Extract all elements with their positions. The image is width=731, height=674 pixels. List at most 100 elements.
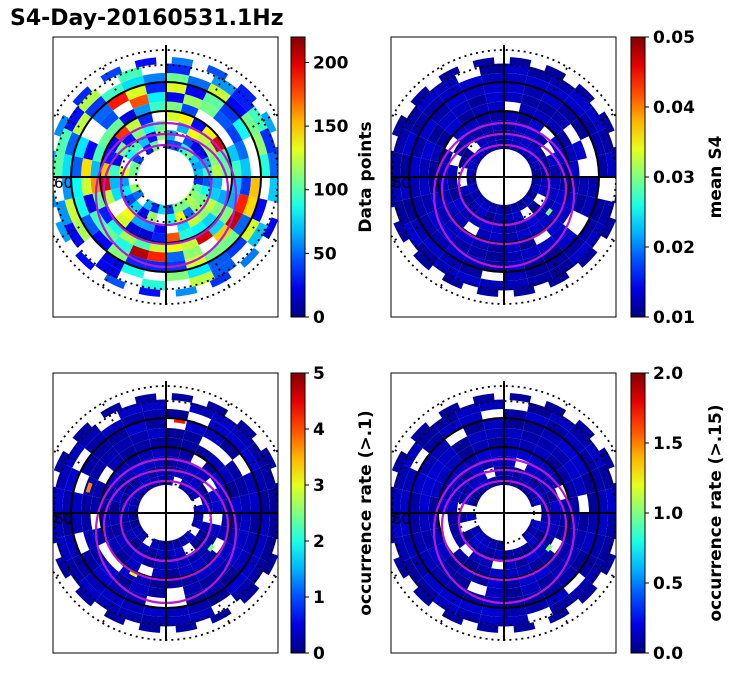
panel-content: 60 <box>53 381 278 643</box>
heatmap-cell <box>427 124 445 145</box>
heatmap-cell <box>433 594 459 616</box>
heatmap-cell <box>504 92 523 104</box>
heatmap-cell <box>106 135 122 153</box>
heatmap-cell <box>613 146 616 163</box>
heatmap-cell <box>458 411 483 428</box>
heatmap-cell <box>63 106 85 132</box>
heatmap-cell <box>251 467 268 492</box>
heatmap-cell <box>545 554 564 573</box>
heatmap-cell <box>147 586 166 598</box>
heatmap-cell <box>144 418 166 431</box>
heatmap-cell <box>55 127 73 154</box>
colorbar-tick-label: 0.04 <box>653 98 695 118</box>
grid-spoke-dotted <box>215 599 232 627</box>
heatmap-cell <box>509 393 532 403</box>
heatmap-cells <box>391 57 616 297</box>
heatmap-cell <box>184 420 208 437</box>
heatmap-cell <box>166 568 181 580</box>
heatmap-cell <box>452 212 469 229</box>
heatmap-cell <box>458 492 471 505</box>
grid-spoke-dotted <box>553 399 570 427</box>
heatmap-cell <box>129 581 150 596</box>
heatmap-cell <box>391 486 394 508</box>
heatmap-cell <box>129 536 143 550</box>
polar-panel-1: 60 0 50 100 150 200 Data points <box>52 36 376 328</box>
heatmap-cell <box>194 564 214 582</box>
heatmap-cell <box>136 530 149 543</box>
heatmap-cell <box>239 448 260 472</box>
heatmap-cell <box>577 112 598 136</box>
heatmap-cell <box>391 114 408 137</box>
heatmap-cell <box>72 422 93 443</box>
heatmap-cell <box>207 250 231 271</box>
heatmap-cells <box>391 393 616 633</box>
heatmap-cell <box>239 218 260 242</box>
heatmap-cell <box>110 152 124 167</box>
heatmap-cell <box>447 500 459 513</box>
heatmap-cell <box>124 453 142 469</box>
heatmap-cell <box>521 194 534 207</box>
heatmap-cell <box>72 554 93 578</box>
heatmap-cell <box>402 534 419 559</box>
grid-spoke-dotted <box>590 447 616 464</box>
heatmap-cell <box>187 262 212 279</box>
polar-panel-4: 60 0.0 0.5 1.0 1.5 2.0 occurrence rate (>.15) <box>390 364 726 664</box>
heatmap-cell <box>118 228 138 246</box>
heatmap-cell <box>528 557 546 573</box>
heatmap-cell <box>100 402 123 419</box>
heatmap-cell <box>247 558 269 584</box>
heatmap-cell <box>451 100 472 118</box>
heatmap-cell <box>202 197 217 213</box>
colorbar <box>290 36 306 318</box>
heatmap-cell <box>242 471 259 495</box>
heatmap-cell <box>393 200 411 227</box>
heatmap-cell <box>418 213 438 236</box>
colorbar-tick-label: 3 <box>313 476 325 496</box>
heatmap-cell <box>120 75 145 92</box>
heatmap-cell <box>191 160 203 171</box>
heatmap-cell <box>262 217 278 240</box>
heatmap-cell <box>433 74 459 96</box>
heatmap-cell <box>545 586 569 607</box>
heatmap-cell <box>520 245 541 260</box>
heatmap-cell <box>239 247 260 268</box>
heatmap-cell <box>529 496 541 507</box>
heatmap-cell <box>562 235 586 259</box>
heatmap-cell <box>555 205 573 225</box>
heatmap-cell <box>415 241 440 266</box>
heatmap-cell <box>129 476 143 490</box>
heatmap-cell <box>545 250 569 271</box>
colorbar-tick-label: 2 <box>313 532 325 552</box>
grid-spoke-dotted <box>438 599 455 627</box>
heatmap-cell <box>427 460 445 481</box>
heatmap-cell <box>211 500 223 513</box>
heatmap-cell <box>239 583 260 604</box>
heatmap-cell <box>585 222 607 248</box>
heatmap-cell <box>439 586 463 607</box>
heatmap-cell <box>536 100 557 118</box>
heatmap-cell <box>147 92 166 104</box>
heatmap-cell <box>485 250 504 262</box>
heatmap-cell <box>195 132 211 148</box>
heatmap-cell <box>138 287 161 297</box>
heatmap-cell <box>211 74 237 96</box>
colorbar-tick-label: 1.5 <box>653 434 683 454</box>
colorbar <box>290 372 306 654</box>
heatmap-cell <box>107 243 130 263</box>
heatmap-cell <box>113 436 134 454</box>
grid-spoke-dotted <box>391 226 418 243</box>
heatmap-cell <box>568 577 593 602</box>
colorbar-label: occurrence rate (>.15) <box>706 404 726 621</box>
heatmap-cell <box>232 118 252 141</box>
colorbar-tick-label: 200 <box>313 53 349 73</box>
heatmap-cell <box>549 500 561 513</box>
heatmap-cell <box>81 494 93 513</box>
heatmap-cell <box>487 437 504 449</box>
heatmap-cell <box>121 542 137 558</box>
heatmap-cell <box>430 439 452 461</box>
heatmap-cell <box>106 218 125 237</box>
heatmap-cell <box>124 221 142 237</box>
polar-latitude-label: 60 <box>54 174 73 192</box>
heatmap-cell <box>84 571 108 595</box>
heatmap-cell <box>532 564 552 582</box>
